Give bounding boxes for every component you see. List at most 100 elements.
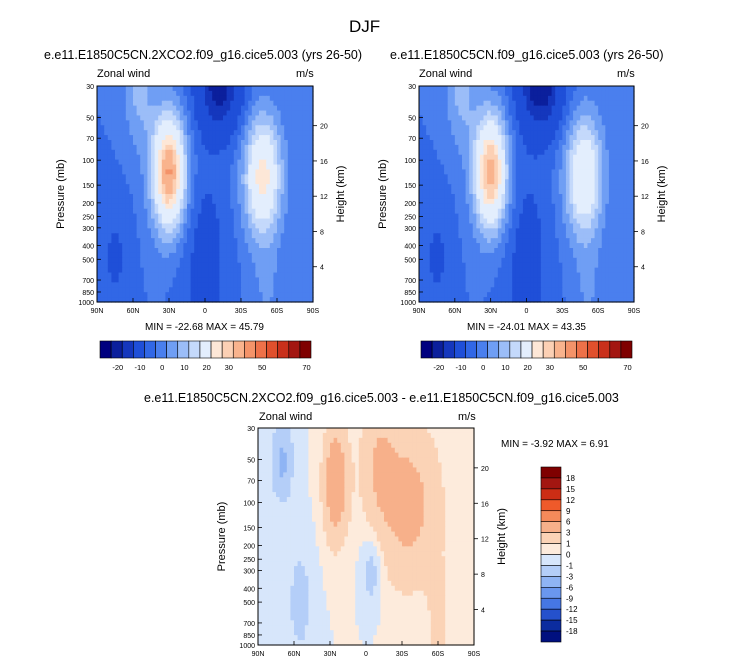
- panel2-cell: [458, 267, 463, 274]
- panel2-cell: [490, 189, 495, 195]
- panel2-cell: [490, 252, 495, 259]
- panel1-cell: [140, 208, 145, 215]
- panel2-cell: [465, 164, 470, 171]
- panel2-cell: [447, 125, 452, 131]
- panel1-cell: [129, 189, 134, 195]
- panel2-cell: [440, 267, 445, 274]
- panel1-cell: [255, 213, 260, 220]
- panel1-cell: [161, 174, 166, 180]
- panel1-cell: [269, 238, 274, 244]
- panel2-cell: [519, 144, 524, 151]
- panel2-cell: [483, 194, 488, 200]
- panel1-cell: [226, 243, 231, 249]
- panel1-cell: [269, 120, 274, 126]
- panel1-cell: [136, 144, 141, 151]
- panel2-cell: [515, 159, 520, 166]
- panel1-cell: [118, 120, 123, 126]
- panel2-cell: [472, 252, 477, 259]
- panel2-cell: [472, 238, 477, 244]
- panel2-cell: [451, 252, 456, 259]
- panel1-cell: [230, 179, 235, 185]
- panel1-cell: [226, 120, 231, 126]
- panel2-cell: [558, 95, 563, 102]
- panel1-cell: [230, 144, 235, 151]
- panel2-cell: [548, 179, 553, 185]
- panel1-cell: [104, 248, 109, 254]
- panel1-cell: [215, 86, 220, 92]
- panel1-cell: [280, 203, 285, 210]
- panel1-cell: [172, 115, 177, 121]
- panel2-cell: [497, 105, 503, 112]
- panel2-cell: [469, 174, 474, 180]
- panel2-cell: [515, 140, 520, 146]
- panel2-cell: [479, 203, 485, 210]
- panel1-cell: [291, 149, 296, 156]
- panel1-cell: [161, 203, 166, 210]
- panel2-cell: [530, 164, 535, 171]
- panel2-cell: [619, 223, 624, 229]
- panel2-cell: [558, 184, 563, 190]
- panel1-cell: [284, 292, 289, 298]
- panel1-cell: [309, 238, 314, 244]
- panel1-cell: [104, 86, 109, 92]
- panel2-cell: [505, 159, 510, 166]
- panel2-cell: [616, 198, 621, 205]
- panel2-cell: [433, 179, 438, 185]
- panel1-cell: [215, 189, 220, 195]
- panel2-cell: [451, 169, 456, 175]
- panel1-cell: [223, 213, 228, 220]
- panel1-cell: [115, 90, 120, 97]
- panel1-cell: [104, 140, 109, 146]
- panel1-cell: [259, 292, 264, 298]
- panel1-cell: [147, 233, 152, 239]
- panel1-cell: [259, 262, 264, 269]
- panel2-cell: [630, 203, 635, 210]
- panel2-cell: [447, 90, 452, 97]
- panel2-cell: [465, 228, 470, 234]
- panel1-cell: [140, 248, 145, 254]
- panel2-cell: [537, 115, 542, 121]
- panel1-cell: [197, 203, 202, 210]
- panel2-cell: [580, 115, 585, 121]
- panel1-cell: [107, 169, 112, 175]
- panel1-cell: [215, 233, 220, 239]
- panel1-cell: [151, 100, 156, 107]
- panel1-cell: [143, 179, 148, 185]
- panel2-cell: [562, 130, 567, 136]
- panel1-cell: [187, 86, 192, 92]
- panel2-cell: [623, 218, 628, 225]
- panel1-cell: [194, 297, 199, 303]
- panel1-cell: [273, 203, 278, 210]
- panel1-cell: [111, 184, 116, 190]
- panel1-cell: [129, 262, 134, 269]
- panel1-cell: [133, 189, 138, 195]
- panel1-cell: [251, 95, 256, 102]
- panel2-cell: [623, 262, 628, 269]
- panel1-cell: [122, 174, 127, 180]
- panel1-cell: [277, 257, 282, 264]
- panel1-cell: [219, 125, 224, 131]
- panel1-cell: [197, 130, 202, 136]
- panel1-cell: [111, 169, 116, 175]
- panel2-cell: [429, 110, 434, 117]
- panel2-cell: [608, 179, 614, 185]
- panel1-cell: [215, 125, 220, 131]
- panel2-cell: [505, 262, 510, 269]
- panel1-cell: [244, 282, 249, 288]
- panel1-xtick-label: 90S: [307, 308, 320, 315]
- panel2-cell: [476, 252, 481, 259]
- panel2-cell: [565, 110, 571, 117]
- panel2-cell: [548, 159, 553, 166]
- panel1-cell: [201, 223, 206, 229]
- panel2-cell: [444, 218, 449, 225]
- panel1-cell: [183, 257, 188, 264]
- panel1-cell: [280, 252, 285, 259]
- panel2-cell: [619, 115, 624, 121]
- panel1-cell: [104, 95, 109, 102]
- panel1-cell: [208, 203, 213, 210]
- panel1-cell: [223, 110, 228, 117]
- panel1-cell: [273, 120, 278, 126]
- panel2-cell: [436, 189, 442, 195]
- panel2-cell: [522, 233, 528, 239]
- panel1-cell: [226, 140, 231, 146]
